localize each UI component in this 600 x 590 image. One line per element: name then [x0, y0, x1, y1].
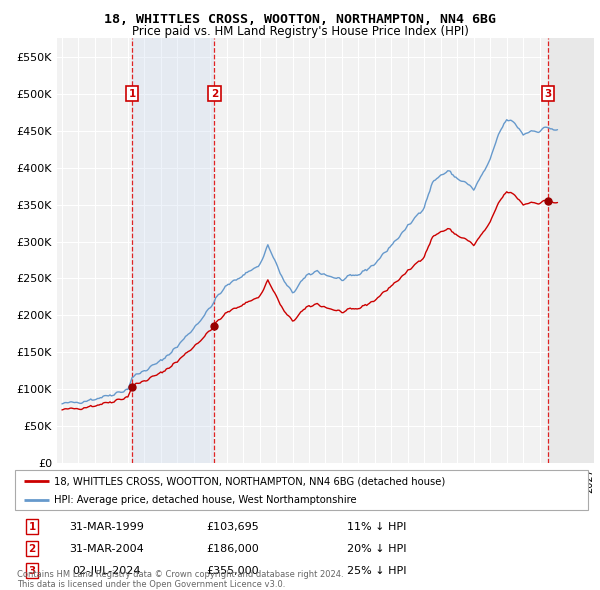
Bar — [132, 38, 214, 463]
Text: Price paid vs. HM Land Registry's House Price Index (HPI): Price paid vs. HM Land Registry's House … — [131, 25, 469, 38]
Text: 1: 1 — [128, 88, 136, 99]
FancyBboxPatch shape — [15, 470, 588, 510]
Text: 1: 1 — [29, 522, 36, 532]
Text: 18, WHITTLES CROSS, WOOTTON, NORTHAMPTON, NN4 6BG: 18, WHITTLES CROSS, WOOTTON, NORTHAMPTON… — [104, 13, 496, 26]
Text: 2: 2 — [211, 88, 218, 99]
Text: 31-MAR-1999: 31-MAR-1999 — [69, 522, 144, 532]
Text: 2: 2 — [29, 544, 36, 553]
Text: £103,695: £103,695 — [206, 522, 259, 532]
Bar — [548, 38, 600, 463]
Text: 25% ↓ HPI: 25% ↓ HPI — [347, 566, 407, 576]
Text: 31-MAR-2004: 31-MAR-2004 — [70, 544, 144, 553]
Bar — [548, 38, 600, 463]
Text: 11% ↓ HPI: 11% ↓ HPI — [347, 522, 407, 532]
Text: 3: 3 — [544, 88, 551, 99]
Text: HPI: Average price, detached house, West Northamptonshire: HPI: Average price, detached house, West… — [54, 494, 356, 504]
Text: 3: 3 — [29, 566, 36, 576]
Text: 02-JUL-2024: 02-JUL-2024 — [73, 566, 141, 576]
Text: 18, WHITTLES CROSS, WOOTTON, NORTHAMPTON, NN4 6BG (detached house): 18, WHITTLES CROSS, WOOTTON, NORTHAMPTON… — [54, 476, 445, 486]
Text: 20% ↓ HPI: 20% ↓ HPI — [347, 544, 407, 553]
Text: £355,000: £355,000 — [206, 566, 259, 576]
Text: £186,000: £186,000 — [206, 544, 259, 553]
Text: Contains HM Land Registry data © Crown copyright and database right 2024.
This d: Contains HM Land Registry data © Crown c… — [17, 570, 343, 589]
